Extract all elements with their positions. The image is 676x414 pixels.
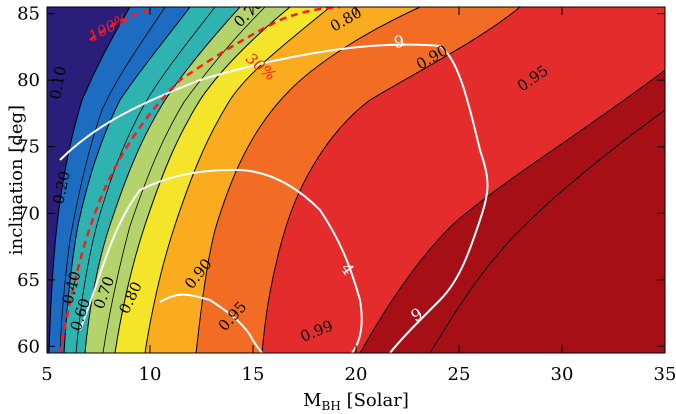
y-tick-label: 85 bbox=[17, 4, 40, 25]
y-tick-label: 80 bbox=[17, 70, 40, 91]
x-axis-title-rest: [Solar] bbox=[341, 390, 409, 411]
y-tick-label: 60 bbox=[17, 336, 40, 357]
x-tick-label: 5 bbox=[41, 364, 52, 385]
x-axis-title-sub: BH bbox=[322, 399, 341, 413]
x-tick-label: 25 bbox=[448, 364, 471, 385]
x-tick-label: 20 bbox=[345, 364, 368, 385]
y-tick-label: 65 bbox=[17, 270, 40, 291]
x-tick-label: 30 bbox=[551, 364, 574, 385]
plot-area: 0.99 0.95 0.95 0.90 0.90 0.80 0.80 0.70 … bbox=[46, 0, 665, 353]
y-axis-title: inclination [deg] bbox=[6, 105, 27, 255]
x-axis-title: MBH [Solar] bbox=[303, 390, 409, 413]
x-tick-label: 35 bbox=[654, 364, 676, 385]
x-tick-label: 10 bbox=[139, 364, 162, 385]
x-axis-title-main: M bbox=[303, 390, 321, 411]
x-tick-label: 15 bbox=[242, 364, 265, 385]
